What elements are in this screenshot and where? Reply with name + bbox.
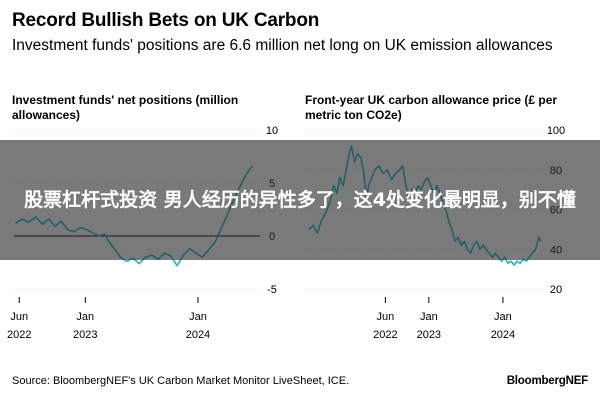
left-x-tick-label-year: 2022 <box>7 329 31 341</box>
left-x-tick-label-year: 2024 <box>186 329 210 341</box>
right-y-tick-label: 20 <box>550 284 562 296</box>
left-x-tick-label-month: Jan <box>76 311 94 323</box>
right-x-tick-label-month: Jun <box>377 311 395 323</box>
overlay-headline: 股票杠杆式投资 男人经历的异性多了，这4处变化最明显，别不懂 <box>24 189 576 211</box>
left-x-tick-label-year: 2023 <box>73 329 97 341</box>
left-x-tick-label-month: Jun <box>10 311 28 323</box>
source-note: Source: BloombergNEF's UK Carbon Market … <box>12 375 350 387</box>
chart-title: Record Bullish Bets on UK Carbon <box>12 10 320 31</box>
brand-logo: BloombergNEF <box>506 375 588 387</box>
right-x-tick-label-year: 2024 <box>491 329 515 341</box>
left-panel-title: Investment funds' net positions (million… <box>12 93 239 122</box>
right-x-tick-label-year: 2023 <box>417 329 441 341</box>
left-y-tick-label: 10 <box>266 125 278 137</box>
chart-subtitle: Investment funds' positions are 6.6 mill… <box>12 37 553 54</box>
right-x-tick-label-year: 2022 <box>373 329 397 341</box>
left-x-tick-label-month: Jan <box>189 311 207 323</box>
right-x-tick-label-month: Jan <box>420 311 438 323</box>
right-x-tick-label-month: Jan <box>494 311 512 323</box>
left-y-tick-label: -5 <box>267 284 277 296</box>
headline-overlay: 股票杠杆式投资 男人经历的异性多了，这4处变化最明显，别不懂 <box>0 140 600 260</box>
right-panel-title: Front-year UK carbon allowance price (£ … <box>305 93 558 122</box>
right-y-tick-label: 100 <box>547 125 565 137</box>
